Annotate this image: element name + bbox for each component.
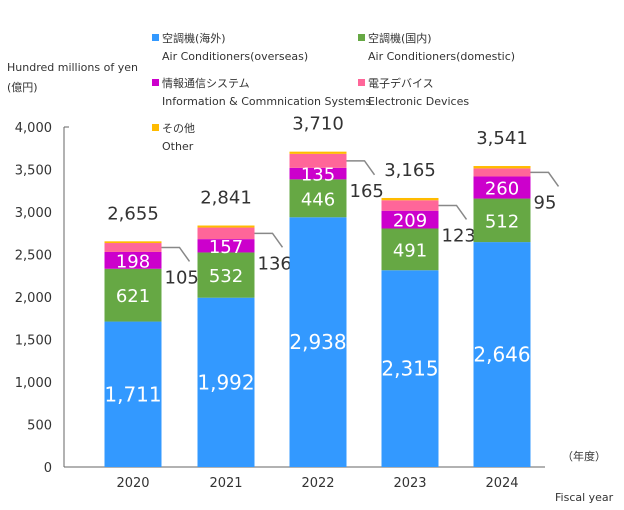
- bar-segment: [289, 179, 347, 218]
- bar-segment: [289, 153, 347, 168]
- data-label: 95: [534, 192, 557, 213]
- x-tick-label: 2020: [116, 476, 149, 491]
- legend-swatch: [358, 34, 365, 41]
- bar-segment: [197, 225, 255, 228]
- legend-label: Air Conditioners(domestic): [368, 50, 516, 63]
- legend-item: その他 Other: [152, 120, 195, 158]
- callout-line: [438, 204, 468, 220]
- y-tick-label: 2,500: [15, 249, 52, 264]
- legend-label-ja: 電子デバイス: [368, 77, 434, 90]
- data-label: 209: [393, 211, 427, 232]
- bar-segment: [104, 321, 162, 467]
- bar-segment: [104, 243, 162, 252]
- y-tick-label: 1,000: [15, 376, 52, 391]
- x-tick-label: 2021: [209, 476, 242, 491]
- y-tick-label: 0: [44, 461, 52, 476]
- bar-segment: [104, 251, 162, 269]
- x-tick-label: 2023: [393, 476, 426, 491]
- legend-label: Air Conditioners(overseas): [162, 50, 309, 63]
- callout-line: [346, 160, 376, 176]
- x-axis-label-ja: （年度）: [562, 450, 606, 463]
- data-label: 165: [350, 181, 384, 202]
- data-label: 123: [442, 225, 476, 246]
- x-axis-label: Fiscal year: [555, 491, 614, 504]
- data-label: 2,315: [381, 357, 438, 381]
- legend-label: Other: [162, 140, 194, 153]
- callout-line: [254, 232, 284, 248]
- legend-label-ja: 情報通信システム: [162, 77, 250, 90]
- bar-segment: [473, 198, 531, 243]
- y-axis-label-ja: (億円): [7, 81, 38, 94]
- y-axis-label: Hundred millions of yen: [7, 61, 138, 74]
- x-tick-label: 2024: [485, 476, 518, 491]
- bar-segment: [104, 268, 162, 322]
- data-label: 512: [485, 211, 519, 232]
- bar-segment: [197, 239, 255, 253]
- legend-item: 情報通信システム Information & Commnication Syste…: [152, 75, 371, 113]
- legend-swatch: [152, 124, 159, 131]
- legend-swatch: [152, 79, 159, 86]
- total-label: 2,841: [200, 188, 252, 209]
- total-label: 3,165: [384, 160, 436, 181]
- bar-segment: [104, 241, 162, 244]
- bar-segment: [473, 166, 531, 169]
- data-label: 198: [116, 251, 150, 272]
- callout-line: [530, 171, 560, 187]
- data-label: 105: [165, 267, 199, 288]
- bar-segment: [289, 151, 347, 154]
- data-label: 260: [485, 179, 519, 200]
- bar-segment: [381, 200, 439, 211]
- bar-segment: [381, 270, 439, 467]
- bar-segment: [289, 217, 347, 467]
- legend-label: Electronic Devices: [368, 95, 470, 108]
- bar-segment: [197, 252, 255, 298]
- legend-item: 電子デバイス Electronic Devices: [358, 75, 469, 113]
- bar-segment: [197, 297, 255, 467]
- legend-swatch: [358, 79, 365, 86]
- bar-segment: [289, 167, 347, 180]
- total-label: 2,655: [107, 203, 159, 224]
- data-label: 2,646: [473, 343, 530, 367]
- legend-label-ja: 空調機(海外): [162, 32, 226, 45]
- data-label: 621: [116, 286, 150, 307]
- y-tick-label: 4,000: [15, 121, 52, 136]
- bar-segment: [473, 242, 531, 467]
- bar-segment: [473, 168, 531, 177]
- data-label: 532: [209, 266, 243, 287]
- y-tick-label: 3,000: [15, 206, 52, 221]
- data-label: 135: [301, 165, 335, 186]
- data-label: 491: [393, 240, 427, 261]
- y-tick-label: 3,500: [15, 164, 52, 179]
- data-label: 157: [209, 237, 243, 258]
- bar-segment: [197, 227, 255, 240]
- bar-segment: [381, 210, 439, 229]
- legend-item: 空調機(国内) Air Conditioners(domestic): [358, 30, 515, 68]
- legend-label: Information & Commnication Systems: [162, 95, 372, 108]
- legend-label-ja: 空調機(国内): [368, 32, 432, 45]
- legend-item: 空調機(海外) Air Conditioners(overseas): [152, 30, 308, 68]
- bar-segment: [381, 228, 439, 271]
- data-label: 446: [301, 189, 335, 210]
- data-label: 1,711: [104, 382, 161, 406]
- data-label: 2,938: [289, 330, 346, 354]
- total-label: 3,710: [292, 114, 344, 135]
- callout-line: [161, 246, 191, 262]
- bar-segment: [473, 176, 531, 199]
- data-label: 1,992: [197, 370, 254, 394]
- x-tick-label: 2022: [301, 476, 334, 491]
- y-tick-label: 1,500: [15, 334, 52, 349]
- legend-swatch: [152, 34, 159, 41]
- legend-label-ja: その他: [162, 122, 195, 135]
- total-label: 3,541: [476, 128, 528, 149]
- data-label: 136: [258, 253, 292, 274]
- bar-segment: [381, 197, 439, 201]
- y-tick-label: 500: [27, 419, 52, 434]
- y-tick-label: 2,000: [15, 291, 52, 306]
